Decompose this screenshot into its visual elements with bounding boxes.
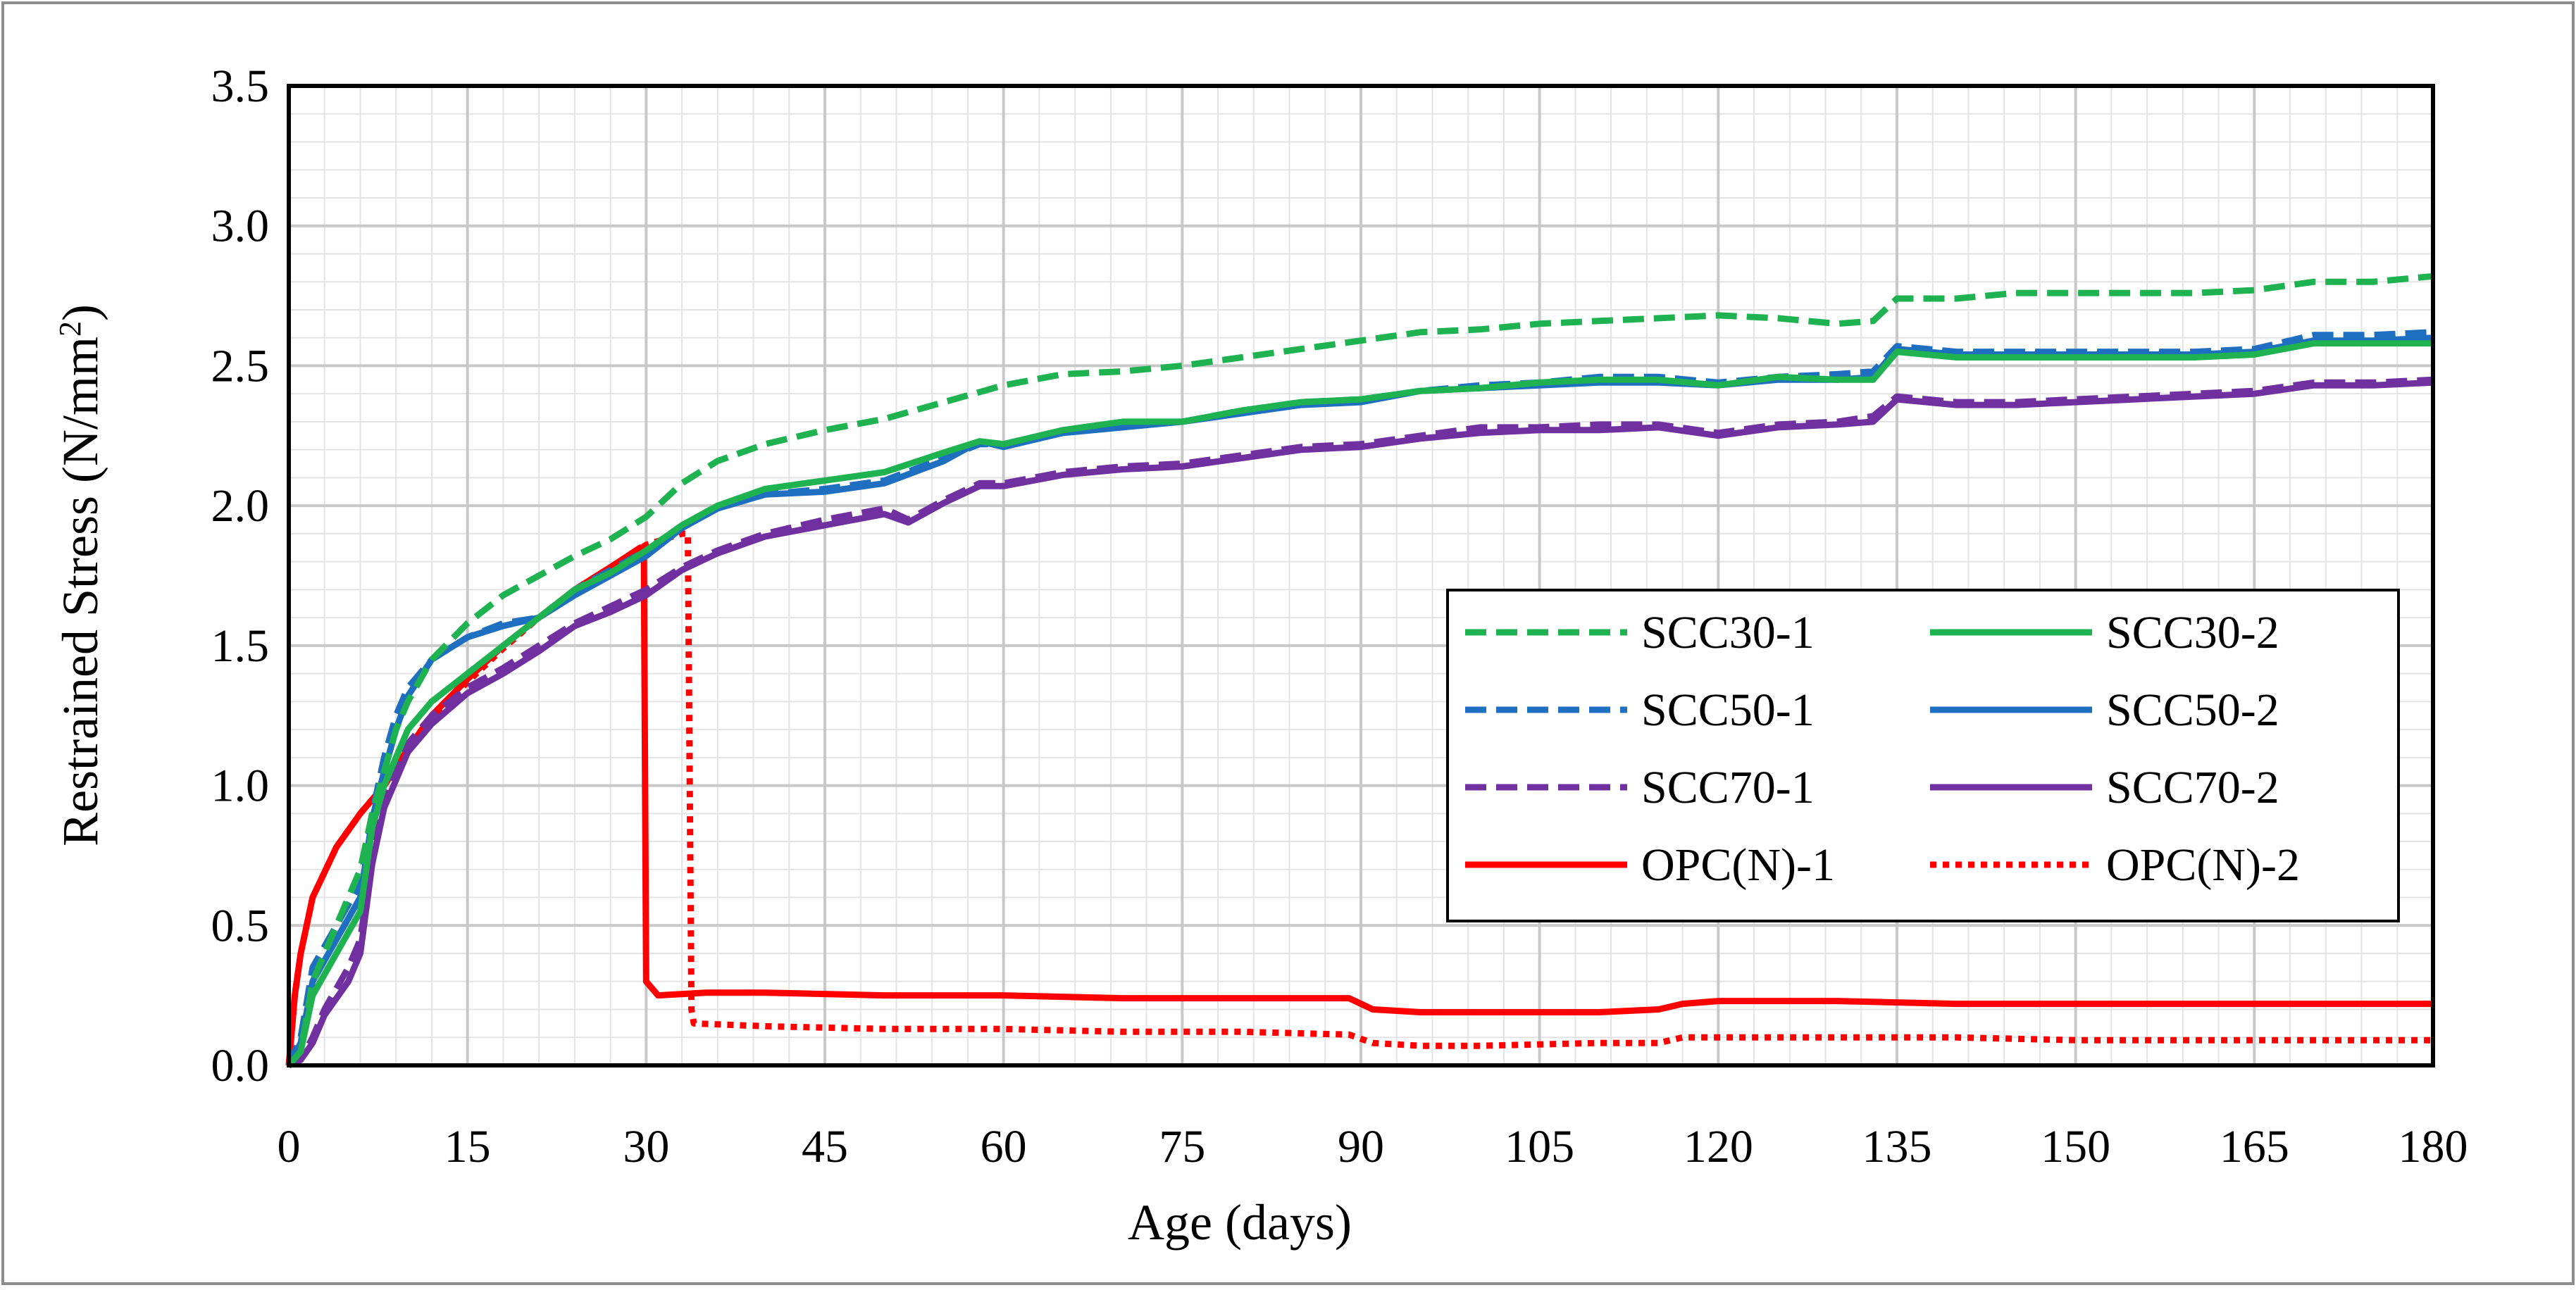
- legend: SCC30-1 SCC30-2 SCC50-1 SCC50-2 SCC70-1 SCC70…: [1446, 589, 2400, 922]
- x-tick-label: 75: [1159, 1121, 1205, 1172]
- legend-label: OPC(N)-2: [2106, 839, 2300, 891]
- x-tick-label: 105: [1505, 1121, 1574, 1172]
- x-tick-label: 150: [2041, 1121, 2110, 1172]
- x-axis-title: Age (days): [1128, 1194, 1352, 1251]
- y-tick-label: 2.0: [211, 480, 270, 532]
- y-tick-label: 0.0: [211, 1040, 270, 1091]
- x-tick-label: 120: [1684, 1121, 1753, 1172]
- y-tick-label: 3.5: [211, 61, 270, 112]
- plot-area-border: [287, 84, 2435, 1067]
- x-tick-label: 0: [278, 1121, 301, 1172]
- y-tick-label: 1.5: [211, 620, 270, 672]
- y-axis-title: Restrained Stress (N/mm2): [52, 304, 108, 846]
- series-line-scc30-1: [286, 273, 2434, 1067]
- x-tick-label: 90: [1338, 1121, 1384, 1172]
- x-tick-label: 15: [444, 1121, 491, 1172]
- x-tick-label: 60: [981, 1121, 1027, 1172]
- legend-label: SCC70-1: [1641, 762, 1815, 813]
- series-line-scc70-1: [287, 376, 2434, 1069]
- x-tick-label: 45: [802, 1121, 848, 1172]
- x-tick-label: 180: [2398, 1121, 2468, 1172]
- y-tick-labels: 0.0 0.5 1.0 1.5 2.0 2.5 3.0 3.5: [211, 61, 270, 1091]
- series-line-scc30-2: [286, 340, 2433, 1067]
- y-axis-title-superscript: 2: [53, 321, 87, 337]
- x-tick-label: 135: [1862, 1121, 1932, 1172]
- y-tick-label: 3.0: [211, 201, 270, 252]
- legend-label: SCC70-2: [2106, 762, 2279, 813]
- y-tick-label: 2.5: [211, 340, 270, 392]
- x-tick-labels: 0 15 30 45 60 75 90 105 120 135 150 165 180: [278, 1121, 2468, 1172]
- legend-label: SCC50-2: [2106, 684, 2279, 736]
- y-axis-title-close: ): [52, 304, 108, 321]
- x-tick-label: 165: [2220, 1121, 2289, 1172]
- legend-label: SCC30-1: [1641, 607, 1815, 658]
- series-lines: [285, 273, 2434, 1069]
- x-tick-label: 30: [623, 1121, 669, 1172]
- legend-label: OPC(N)-1: [1641, 839, 1835, 891]
- legend-label: SCC30-2: [2106, 607, 2279, 658]
- y-tick-label: 0.5: [211, 900, 270, 951]
- legend-label: SCC50-1: [1641, 684, 1815, 736]
- y-axis-title-main: Restrained Stress (N/mm: [52, 337, 108, 846]
- y-tick-label: 1.0: [211, 760, 270, 812]
